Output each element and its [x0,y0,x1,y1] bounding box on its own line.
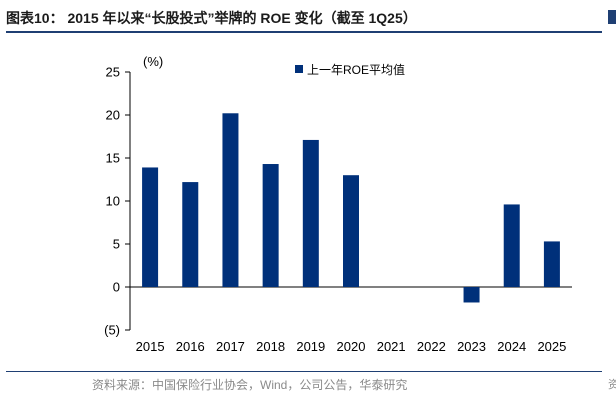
x-tick-label: 2023 [457,339,486,354]
bar-2025 [543,241,560,287]
x-tick-label: 2017 [216,339,245,354]
y-tick-label: (5) [104,323,120,338]
bar-2016 [182,182,199,287]
x-tick-label: 2022 [417,339,446,354]
bar-2018 [262,164,279,287]
chart-title: 图表10： 2015 年以来“长股投式”举牌的 ROE 变化（截至 1Q25） [6,10,417,26]
source-note: 资料来源：中国保险行业协会，Wind，公司公告，华泰研究 [92,378,408,392]
edge-fragment-bar [608,10,616,24]
x-tick-label: 2025 [537,339,566,354]
bar-2024 [503,204,520,287]
bar-2023 [463,287,480,303]
x-tick-label: 2019 [296,339,325,354]
edge-fragment-text: 资 [608,379,616,391]
bar-2020 [343,175,359,287]
title-rule [6,31,602,33]
y-tick-label: 5 [113,237,120,252]
bar-2015 [142,167,159,287]
bottom-rule [6,371,602,372]
bar-2017 [222,113,239,287]
legend-swatch [295,65,303,73]
y-tick-label: 20 [106,108,120,123]
x-tick-label: 2016 [176,339,205,354]
x-tick-label: 2021 [377,339,406,354]
y-axis: (5) 0 5 10 15 20 25 [104,65,131,338]
bars [142,113,560,303]
legend-label: 上一年ROE平均值 [307,62,405,77]
x-tick-label: 2015 [136,339,165,354]
y-tick-label: 15 [106,151,120,166]
bar-2019 [302,139,319,287]
x-tick-label: 2020 [337,339,366,354]
y-axis-unit-label: (%) [143,54,163,69]
y-tick-label: 0 [113,280,120,295]
legend: 上一年ROE平均值 [295,62,405,77]
x-tick-label: 2018 [256,339,285,354]
x-tick-label: 2024 [497,339,526,354]
y-tick-label: 10 [106,194,120,209]
x-axis: 2015 2016 2017 2018 2019 2020 2021 2022 2023 2024… [130,286,572,354]
y-tick-label: 25 [106,65,120,80]
